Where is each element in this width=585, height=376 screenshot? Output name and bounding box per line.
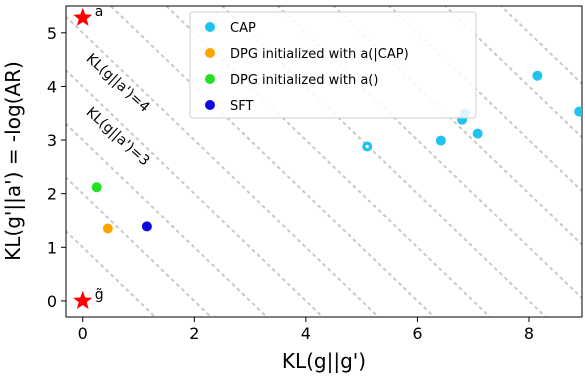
- point-marker: [365, 144, 369, 149]
- y-tick-label: 0: [47, 292, 57, 311]
- legend-marker: [205, 74, 215, 84]
- y-axis-label: KL(g'||a') = -log(AR): [1, 61, 25, 261]
- y-tick-label: 5: [47, 24, 57, 43]
- x-axis-label: KL(g||g'): [282, 349, 366, 373]
- x-axis: 0 2 4 6 8: [78, 317, 534, 343]
- reference-stars: a g̃: [73, 4, 104, 309]
- y-tick-label: 3: [47, 131, 57, 150]
- x-tick-label: 4: [301, 324, 311, 343]
- star-marker: [73, 7, 93, 26]
- y-tick-label: 4: [47, 77, 57, 96]
- iso-line: [66, 230, 157, 317]
- x-tick-label: 6: [412, 324, 422, 343]
- data-point: [532, 70, 543, 81]
- data-point: [435, 135, 446, 146]
- iso-line: [66, 176, 213, 317]
- legend-label: SFT: [230, 99, 254, 114]
- data-point: [472, 128, 483, 139]
- iso-line: [66, 69, 324, 317]
- x-tick-label: 0: [78, 324, 88, 343]
- iso-line: [109, 6, 436, 317]
- x-tick-label: 2: [189, 324, 199, 343]
- y-axis: 0 1 2 3 4 5: [47, 24, 66, 311]
- data-point: [91, 182, 102, 193]
- legend-box: [189, 11, 477, 119]
- star-label: a: [95, 4, 104, 20]
- data-point: [141, 221, 152, 232]
- legend-marker: [205, 22, 215, 32]
- data-point: [574, 106, 582, 117]
- x-tick-label: 8: [524, 324, 534, 343]
- legend-label: DPG initialized with a(): [230, 73, 378, 88]
- legend: CAP DPG initialized with a(|CAP) DPG initi…: [189, 11, 477, 119]
- iso-line: [220, 6, 547, 317]
- plot-frame: [65, 5, 583, 318]
- legend-label: DPG initialized with a(|CAP): [230, 47, 409, 62]
- annotations: KL(g||a')=4KL(g||a')=3: [83, 51, 153, 170]
- iso-line: [66, 15, 380, 317]
- star-label: g̃: [95, 287, 104, 303]
- legend-label: CAP: [230, 21, 256, 36]
- iso-line: [66, 122, 268, 317]
- data-point: [102, 223, 113, 234]
- y-tick-label: 1: [47, 238, 57, 257]
- star-marker: [73, 290, 93, 309]
- legend-marker: [205, 100, 215, 110]
- legend-marker: [205, 48, 215, 58]
- y-tick-label: 2: [47, 185, 57, 204]
